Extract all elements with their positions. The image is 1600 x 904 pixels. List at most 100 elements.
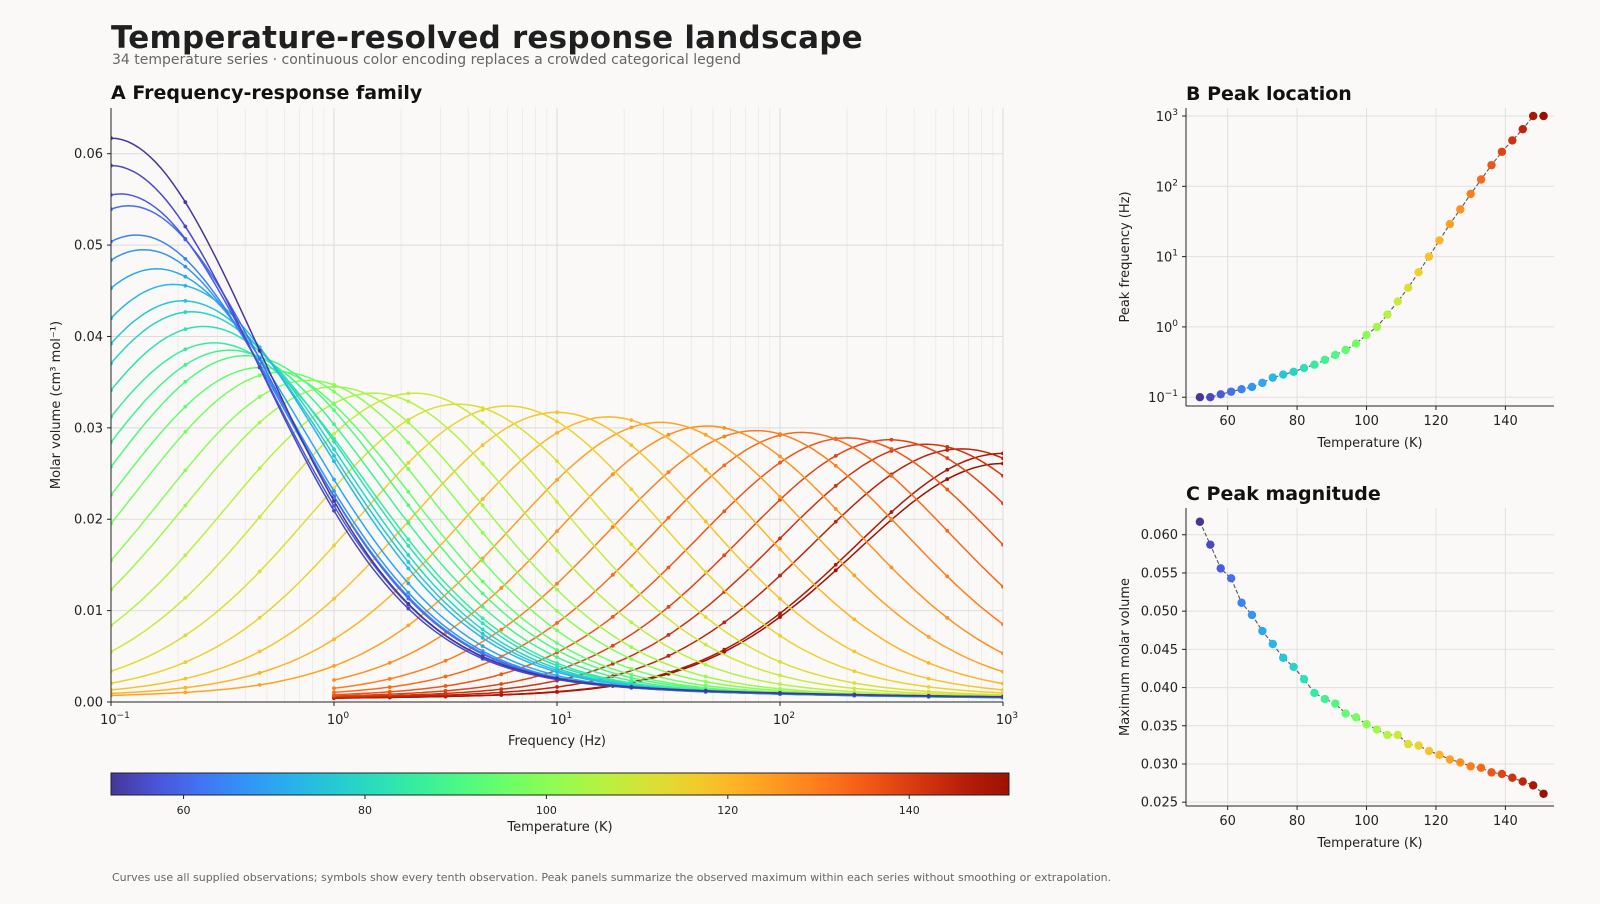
- panel-b-point-T133: [1476, 175, 1486, 184]
- series-marker-T148: [945, 467, 950, 472]
- series-marker-T103: [629, 645, 634, 650]
- series-marker-T58: [183, 236, 188, 241]
- series-marker-T100: [332, 382, 336, 387]
- series-marker-T103: [703, 674, 708, 679]
- series-marker-T127: [778, 454, 782, 459]
- series-marker-T106: [629, 620, 634, 625]
- series-marker-T112: [852, 681, 857, 685]
- figure-subtitle: 34 temperature series · continuous color…: [112, 52, 741, 68]
- panel-c-y-tick-label: 0.040: [1141, 681, 1178, 696]
- series-marker-T115: [852, 669, 857, 674]
- series-marker-T109: [332, 432, 336, 436]
- series-marker-T85: [406, 537, 411, 542]
- series-marker-T73: [480, 636, 485, 640]
- series-marker-T106: [555, 548, 559, 553]
- series-marker-T70: [183, 274, 188, 279]
- series-marker-T52: [257, 348, 262, 353]
- panel-b-point-T94: [1341, 345, 1350, 355]
- panel-a-y-tick-label: 0.03: [74, 421, 103, 436]
- series-marker-T85: [480, 616, 485, 621]
- series-marker-T121: [926, 660, 931, 665]
- panel-c-point-T55: [1206, 540, 1215, 549]
- series-marker-T139: [1001, 501, 1003, 506]
- panel-c-point-T76: [1279, 653, 1288, 662]
- series-marker-T91: [555, 648, 559, 652]
- panel-c-point-T127: [1456, 758, 1465, 767]
- series-marker-T73: [555, 670, 559, 674]
- panel-b-point-T130: [1466, 189, 1475, 199]
- series-marker-T145: [833, 519, 838, 524]
- series-marker-T94: [332, 402, 336, 407]
- panel-b-point-T52: [1195, 393, 1205, 402]
- series-marker-T136: [387, 689, 392, 694]
- series-marker-T52: [629, 684, 634, 689]
- panel-b-y-tick-label-exponent: 2: [1172, 178, 1178, 188]
- series-marker-T112: [257, 569, 262, 574]
- panel-b-y-tick-label: 100: [1156, 319, 1179, 336]
- panel-c-point-T61: [1226, 574, 1236, 583]
- series-marker-T118: [703, 519, 708, 524]
- panel-b-x-label: Temperature (K): [1316, 436, 1422, 451]
- series-marker-T73: [406, 566, 411, 571]
- panel-c-y-tick-label: 0.055: [1141, 566, 1178, 581]
- series-marker-T100: [183, 468, 188, 473]
- series-marker-T127: [722, 425, 727, 430]
- series-marker-T52: [778, 691, 782, 695]
- series-marker-T94: [183, 404, 188, 409]
- series-marker-T130: [833, 463, 838, 468]
- panel-b-x-tick-label: 80: [1289, 414, 1306, 429]
- series-marker-T112: [480, 406, 485, 410]
- series-marker-T88: [183, 363, 188, 367]
- panel-c-point-T136: [1487, 768, 1496, 777]
- series-marker-T103: [183, 503, 188, 508]
- series-marker-T82: [480, 621, 485, 626]
- series-marker-T124: [926, 634, 931, 639]
- series-marker-T52: [332, 499, 336, 503]
- panel-c-point-T67: [1247, 610, 1257, 620]
- panel-a-x-tick-label: 100: [327, 711, 350, 728]
- panel-a-x-label: Frequency (Hz): [508, 734, 606, 749]
- series-marker-T91: [406, 503, 411, 508]
- series-marker-T97: [480, 559, 485, 563]
- series-marker-T58: [332, 503, 336, 508]
- series-marker-T52: [1001, 694, 1003, 699]
- panel-c-point-T79: [1289, 662, 1298, 672]
- series-marker-T76: [183, 298, 188, 303]
- series-marker-T127: [387, 660, 392, 665]
- series-marker-T109: [852, 686, 857, 691]
- panel-b-point-T67: [1247, 382, 1257, 392]
- panel-c-y-tick-label: 0.025: [1141, 796, 1178, 811]
- series-marker-T124: [183, 690, 188, 695]
- series-marker-T106: [778, 682, 782, 687]
- panel-b-point-T58: [1216, 390, 1225, 399]
- panel-c-x-tick-label: 100: [1354, 814, 1379, 829]
- panel-c-point-T124: [1445, 755, 1455, 764]
- series-marker-T121: [852, 617, 857, 622]
- series-marker-T142: [778, 536, 782, 541]
- series-marker-T109: [555, 499, 559, 504]
- series-marker-T100: [257, 394, 262, 399]
- panel-b-y-label: Peak frequency (Hz): [1118, 191, 1133, 322]
- series-marker-T124: [629, 425, 634, 430]
- series-marker-T115: [778, 633, 782, 638]
- panel-a-y-tick-label: 0.01: [74, 604, 103, 619]
- series-marker-T109: [480, 420, 485, 425]
- series-marker-T124: [555, 478, 559, 482]
- series-marker-T136: [499, 672, 504, 677]
- panel-b-y-tick-label-base: 10: [1156, 251, 1173, 266]
- series-marker-T112: [183, 633, 188, 638]
- series-marker-T73: [183, 283, 188, 288]
- colorbar-label: Temperature (K): [506, 820, 612, 835]
- series-marker-T91: [183, 379, 188, 384]
- colorbar-tick-label: 60: [177, 804, 191, 817]
- series-marker-T145: [778, 573, 782, 578]
- series-marker-T130: [443, 658, 448, 663]
- series-marker-T121: [406, 576, 411, 581]
- panel-b-point-T109: [1393, 297, 1402, 306]
- series-marker-T130: [387, 676, 392, 681]
- series-marker-T109: [629, 583, 634, 588]
- panel-c-point-T58: [1216, 564, 1225, 573]
- panel-b-y-tick-label-base: 10: [1156, 180, 1173, 195]
